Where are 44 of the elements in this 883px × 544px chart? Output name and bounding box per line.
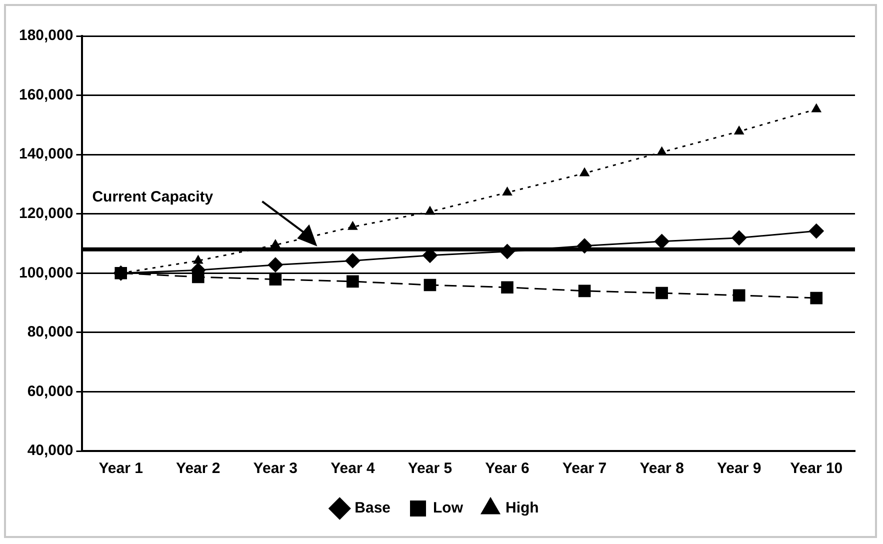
x-tick-label: Year 4 <box>330 460 376 478</box>
point <box>810 292 823 304</box>
x-tick-label: Year 2 <box>176 460 220 478</box>
point <box>270 239 280 248</box>
point <box>345 253 360 268</box>
x-tick-label: Year 9 <box>716 460 762 478</box>
point <box>268 257 283 272</box>
y-tick-label: 40,000 <box>27 442 74 460</box>
point <box>656 286 668 300</box>
point <box>732 230 747 246</box>
point <box>578 284 591 298</box>
point <box>269 273 282 286</box>
point <box>425 206 435 215</box>
point <box>808 224 824 239</box>
legend-label: Base <box>354 500 391 517</box>
legend-label: Low <box>433 500 464 517</box>
y-tick-label: 100,000 <box>18 264 74 282</box>
y-tick-label: 120,000 <box>18 205 74 222</box>
x-tick-label: Year 10 <box>790 460 843 478</box>
ref-line-label: Current Capacity <box>92 188 214 206</box>
point <box>580 168 590 176</box>
y-tick-label: 80,000 <box>27 324 74 341</box>
x-tick-label: Year 5 <box>408 460 452 478</box>
y-tick-label: 180,000 <box>18 27 74 44</box>
point <box>502 187 512 196</box>
point <box>501 281 514 294</box>
point <box>346 275 359 288</box>
y-tick-label: 160,000 <box>18 86 74 104</box>
point <box>732 289 746 302</box>
point <box>734 126 744 134</box>
point <box>424 278 436 292</box>
y-tick-label: 60,000 <box>27 382 74 400</box>
legend-label: High <box>506 500 539 517</box>
x-tick-label: Year 3 <box>253 460 298 478</box>
point <box>193 255 203 264</box>
x-tick-label: Year 8 <box>640 460 684 478</box>
point <box>654 234 670 249</box>
point <box>656 146 667 156</box>
point <box>812 104 822 112</box>
y-tick-label: 140,000 <box>18 146 74 163</box>
x-tick-label: Year 6 <box>485 460 530 478</box>
x-tick-label: Year 7 <box>562 460 607 478</box>
x-tick-label: Year 1 <box>98 460 143 478</box>
point <box>348 221 358 230</box>
